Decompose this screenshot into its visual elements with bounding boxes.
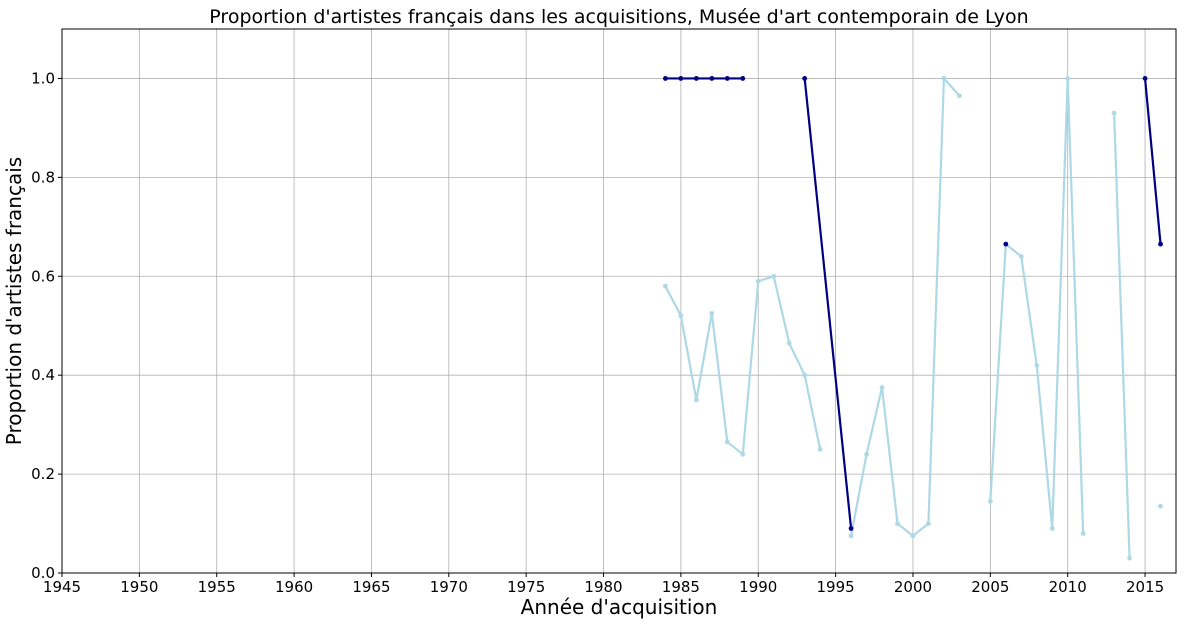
series-2-point: [693, 76, 699, 81]
series-1-point: [1127, 555, 1132, 561]
series-layer: [663, 76, 1163, 561]
series-1-point: [864, 451, 869, 457]
series-1-point: [1065, 76, 1071, 81]
series-2-point: [1158, 241, 1163, 247]
x-tick-label: 1960: [275, 578, 313, 596]
series-2-point: [678, 76, 684, 81]
x-tick-label: 2010: [1049, 578, 1087, 596]
x-tick-label: 1985: [662, 578, 700, 596]
series-1-point: [693, 397, 699, 403]
series-2-line: [1143, 77, 1162, 246]
series-1-point: [1111, 110, 1117, 116]
series-2-point: [1142, 76, 1148, 81]
x-tick-label: 1975: [507, 578, 545, 596]
y-tick-label: 0.4: [31, 366, 55, 384]
ticks: 1945 1950 1955 1960 1965 1970 1975 1980 1985 1990…: [31, 69, 1164, 596]
plot-frame: [61, 28, 1177, 574]
x-tick-label: 1965: [352, 578, 390, 596]
series-1-point: [755, 278, 761, 284]
x-tick-label: 2000: [894, 578, 932, 596]
series-1-point: [1080, 531, 1086, 536]
series-1-point: [987, 498, 993, 504]
series-1-point: [1034, 362, 1040, 368]
series-1-point: [926, 521, 931, 526]
x-tick-label: 1950: [120, 578, 158, 596]
x-tick-label: 2005: [971, 578, 1009, 596]
series-1-point: [663, 283, 668, 289]
y-tick-label: 0.0: [31, 564, 55, 582]
series-1-line: [849, 77, 961, 538]
grid: [61, 29, 1176, 574]
x-tick-label: 1980: [584, 578, 622, 596]
x-tick-label: 1955: [198, 578, 236, 596]
series-1-point: [802, 372, 808, 378]
series-1-point: [771, 273, 777, 279]
series-1-point: [895, 521, 900, 526]
y-axis-label: Proportion d'artistes français: [2, 157, 26, 445]
series-2-point: [1003, 241, 1009, 247]
series-2-point: [709, 76, 715, 81]
series-1-point: [1018, 254, 1024, 259]
x-axis-label: Année d'acquisition: [521, 595, 718, 619]
y-tick-label: 0.2: [31, 465, 55, 483]
series-1-point: [1049, 526, 1055, 531]
series-1-point: [817, 446, 823, 452]
x-tick-label: 1945: [43, 578, 81, 596]
y-tick-label: 0.6: [31, 267, 55, 285]
chart-title: Proportion d'artistes français dans les …: [209, 6, 1028, 28]
x-tick-label: 1990: [739, 578, 777, 596]
series-1-point: [786, 340, 792, 346]
series-1-point: [956, 93, 962, 99]
series-2-line: [803, 77, 853, 530]
series-1-line: [1113, 111, 1131, 560]
series-1-point: [724, 439, 730, 445]
series-1-point: [740, 451, 746, 457]
y-tick-label: 0.8: [31, 168, 55, 186]
series-1-point: [709, 310, 715, 316]
series-2-point: [724, 76, 730, 81]
x-tick-label: 2015: [1126, 578, 1164, 596]
series-1-point: [678, 313, 684, 319]
series-1-point: [848, 533, 854, 539]
series-1-point: [1158, 503, 1163, 509]
series-1-point: [879, 385, 885, 390]
series-1-point: [910, 533, 916, 539]
series-2-point: [848, 526, 854, 531]
series-2-point: [740, 76, 746, 81]
y-tick-label: 1.0: [31, 69, 55, 87]
x-tick-label: 1995: [817, 578, 855, 596]
series-2-point: [663, 76, 668, 81]
series-1-point: [941, 76, 947, 81]
x-tick-label: 1970: [430, 578, 468, 596]
series-2-point: [802, 76, 808, 81]
